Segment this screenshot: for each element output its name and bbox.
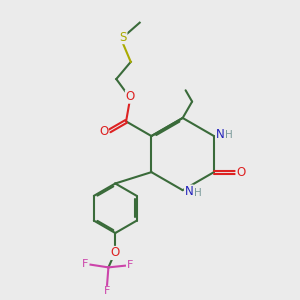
Text: S: S bbox=[119, 31, 127, 44]
Text: N: N bbox=[216, 128, 224, 141]
Text: O: O bbox=[125, 90, 135, 103]
Text: F: F bbox=[127, 260, 134, 270]
Text: O: O bbox=[99, 125, 108, 138]
Text: O: O bbox=[111, 247, 120, 260]
Text: H: H bbox=[194, 188, 202, 198]
Text: N: N bbox=[184, 185, 193, 198]
Text: O: O bbox=[236, 166, 245, 178]
Text: F: F bbox=[104, 286, 110, 296]
Text: F: F bbox=[82, 259, 88, 269]
Text: H: H bbox=[225, 130, 233, 140]
